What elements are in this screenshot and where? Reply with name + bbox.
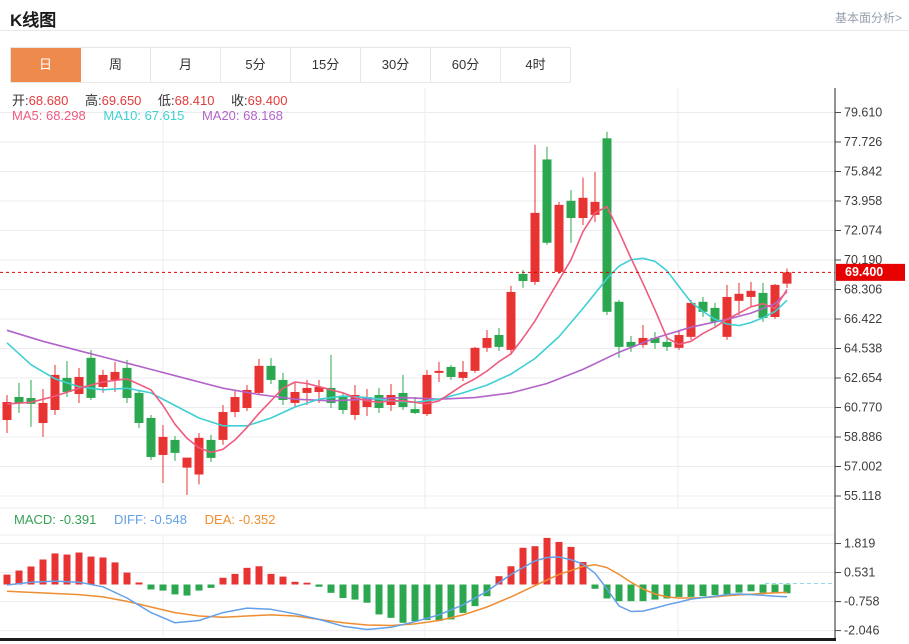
tab-4hour[interactable]: 4时: [501, 48, 570, 82]
dea-label: DEA:: [204, 512, 235, 527]
svg-text:0.531: 0.531: [844, 565, 875, 579]
tab-5min[interactable]: 5分: [221, 48, 291, 82]
svg-text:57.002: 57.002: [844, 459, 882, 473]
tab-15min[interactable]: 15分: [291, 48, 361, 82]
svg-text:1.819: 1.819: [844, 536, 875, 550]
svg-text:69.400: 69.400: [845, 265, 883, 279]
svg-text:58.886: 58.886: [844, 430, 882, 444]
high-label: 高:: [85, 93, 102, 108]
tab-month[interactable]: 月: [151, 48, 221, 82]
ma20-label: MA20:: [201, 108, 240, 123]
svg-text:79.610: 79.610: [844, 105, 882, 119]
svg-text:-2.046: -2.046: [844, 623, 879, 637]
low-label: 低:: [158, 93, 175, 108]
fundamental-analysis-link[interactable]: 基本面分析>: [834, 11, 902, 25]
diff-label: DIFF:: [114, 512, 147, 527]
svg-text:73.958: 73.958: [844, 194, 882, 208]
tab-day[interactable]: 日: [11, 48, 81, 82]
tab-week[interactable]: 周: [81, 48, 151, 82]
dea-value: -0.352: [238, 512, 276, 527]
close-label: 收:: [231, 93, 248, 108]
tab-30min[interactable]: 30分: [361, 48, 431, 82]
ma5-value: 68.298: [45, 108, 86, 123]
open-label: 开:: [12, 93, 29, 108]
macd-row: MACD: -0.391 DIFF: -0.548 DEA: -0.352: [14, 512, 289, 527]
period-tabbar: 日 周 月 5分 15分 30分 60分 4时: [10, 47, 571, 83]
quote-row: 开:68.680 高:69.650 低:68.410 收:69.400: [12, 90, 300, 109]
ma20-value: 68.168: [243, 108, 283, 123]
svg-text:77.726: 77.726: [844, 135, 882, 149]
title-divider: [0, 30, 909, 31]
last-price-badge: [836, 263, 905, 281]
macd-value: -0.391: [59, 512, 97, 527]
svg-text:70.190: 70.190: [844, 253, 882, 267]
svg-text:55.118: 55.118: [844, 489, 881, 503]
ma10-value: 67.615: [144, 108, 185, 123]
svg-text:75.842: 75.842: [844, 164, 882, 178]
svg-text:64.538: 64.538: [844, 341, 882, 355]
ma5-label: MA5:: [12, 108, 43, 123]
ma10-label: MA10:: [103, 108, 141, 123]
svg-text:62.654: 62.654: [844, 371, 882, 385]
svg-text:72.074: 72.074: [844, 223, 882, 237]
page-title: K线图: [10, 11, 57, 30]
svg-text:60.770: 60.770: [844, 400, 882, 414]
svg-text:-0.758: -0.758: [844, 594, 879, 608]
high-value: 69.650: [101, 93, 142, 108]
ma-row: MA5: 68.298 MA10: 67.615 MA20: 68.168: [12, 108, 297, 123]
open-value: 68.680: [28, 93, 69, 108]
macd-label: MACD:: [14, 512, 56, 527]
svg-text:68.306: 68.306: [844, 282, 882, 296]
close-value: 69.400: [247, 93, 288, 108]
diff-value: -0.548: [150, 512, 188, 527]
svg-text:66.422: 66.422: [844, 312, 882, 326]
low-value: 68.410: [174, 93, 215, 108]
tab-60min[interactable]: 60分: [431, 48, 501, 82]
